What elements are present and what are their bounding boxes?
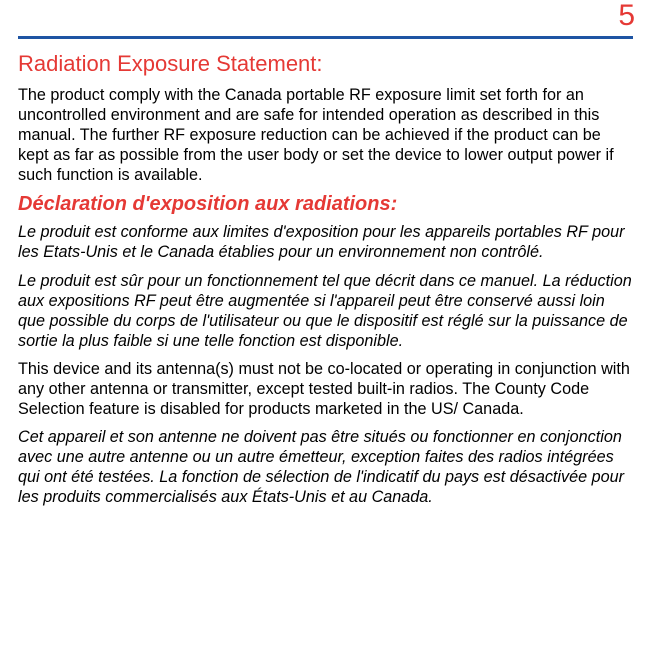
header-rule [18, 36, 633, 39]
document-page: 5 Radiation Exposure Statement: The prod… [0, 0, 653, 654]
paragraph-3-french: Le produit est sûr pour un fonctionnemen… [18, 271, 635, 351]
page-number-row: 5 [18, 0, 635, 36]
page-number: 5 [618, 0, 635, 34]
paragraph-4-english: This device and its antenna(s) must not … [18, 359, 635, 419]
heading-english: Radiation Exposure Statement: [18, 51, 635, 77]
paragraph-5-french: Cet appareil et son antenne ne doivent p… [18, 427, 635, 507]
paragraph-1-english: The product comply with the Canada porta… [18, 85, 635, 185]
heading-french: Déclaration d'exposition aux radiations: [18, 193, 635, 216]
paragraph-2-french: Le produit est conforme aux limites d'ex… [18, 222, 635, 262]
